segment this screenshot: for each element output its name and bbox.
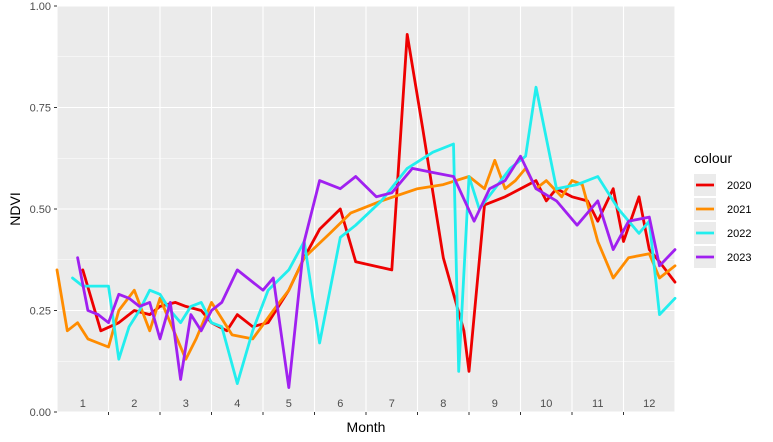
series-line-2023 [76,154,677,390]
y-tick-label: 0.50 [30,204,51,216]
y-axis-title: NDVI [7,192,23,225]
series-line-2022 [71,85,677,386]
legend-label-2021: 2021 [727,204,751,216]
x-axis-ticks: 1 2 3 4 5 6 7 8 9 10 11 12 [80,398,655,415]
series-lines [55,33,677,390]
month-label: 6 [337,398,343,410]
month-label: 4 [234,398,240,410]
y-tick-label: 1.00 [30,1,51,13]
y-tick-label: 0.00 [30,407,51,419]
month-label: 1 [80,398,86,410]
month-label: 12 [643,398,655,410]
legend-label-2022: 2022 [727,228,751,240]
x-axis-title: Month [347,419,386,435]
legend-label-2023: 2023 [727,252,751,264]
month-label: 8 [440,398,446,410]
month-label: 2 [131,398,137,410]
month-label: 3 [183,398,189,410]
month-label: 9 [492,398,498,410]
series-line-2020 [81,33,677,373]
legend-label-2020: 2020 [727,180,751,192]
legend-title: colour [694,150,732,166]
y-tick-label: 0.75 [30,103,51,115]
month-label: 7 [389,398,395,410]
legend: colour 2020 2021 2022 2023 [694,150,751,268]
month-label: 11 [592,398,603,410]
month-label: 10 [540,398,552,410]
y-axis-ticks: 0.00 0.25 0.50 0.75 1.00 [30,1,57,419]
y-tick-label: 0.25 [30,306,51,318]
month-label: 5 [286,398,292,410]
